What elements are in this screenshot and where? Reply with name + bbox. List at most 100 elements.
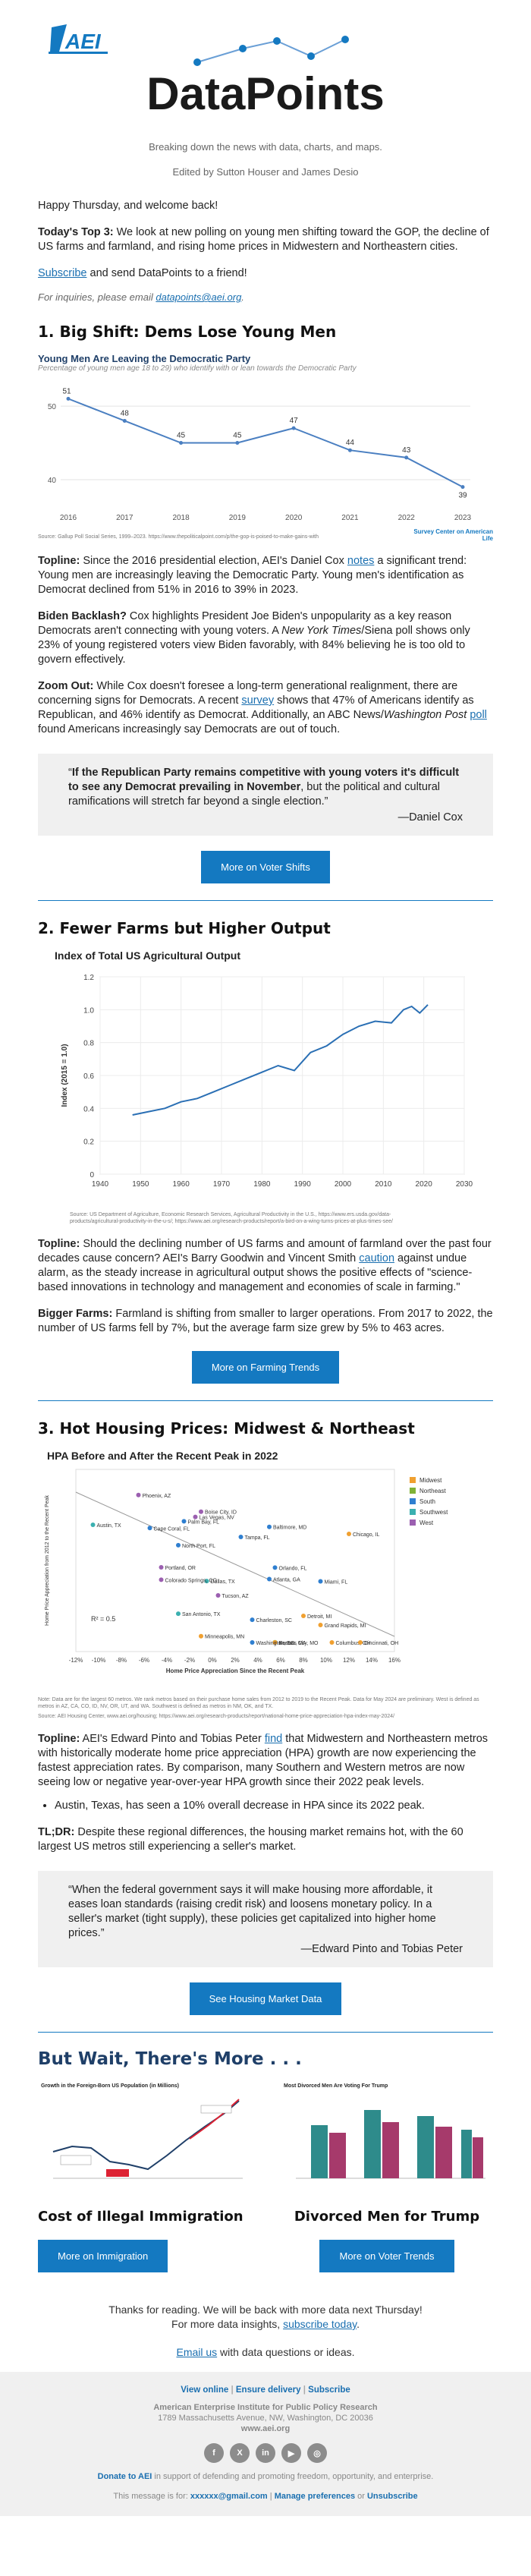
- s1-notes-link[interactable]: notes: [347, 555, 375, 567]
- scatter-point: [199, 1633, 203, 1639]
- recipient-email[interactable]: xxxxxx@gmail.com: [190, 2492, 268, 2501]
- data-label: 48: [121, 409, 130, 417]
- x-tick-label: 2019: [229, 514, 247, 522]
- housing-market-button[interactable]: See Housing Market Data: [189, 1982, 342, 2015]
- or-text: or: [355, 2492, 367, 2501]
- donate-link[interactable]: Donate to AEI: [97, 2472, 152, 2481]
- y-axis-label: Home Price Appreciation from 2012 to the…: [45, 1495, 50, 1626]
- instagram-icon[interactable]: ◎: [307, 2443, 327, 2463]
- s1-zoom-text-a: While Cox doesn't foresee a long-term ge…: [38, 680, 458, 707]
- chart3-note: Note: Data are for the largest 60 metros…: [38, 1697, 479, 1709]
- x-icon[interactable]: X: [230, 2443, 250, 2463]
- chart3-plot: -12% -10% -8% -6% -4% -2% 0% 2% 4% 6% 8% 10% 12% 14% 1…: [45, 1469, 448, 1674]
- s1-zoom-label: Zoom Out:: [38, 680, 94, 692]
- section3-heading: 3. Hot Housing Prices: Midwest & Northea…: [38, 1419, 415, 1438]
- s1-quote-author: —Daniel Cox: [397, 811, 463, 824]
- point-label: Minneapolis, MN: [205, 1635, 244, 1640]
- s3-quote-author: —Edward Pinto and Tobias Peter: [300, 1943, 463, 1955]
- data-label: 45: [233, 432, 242, 440]
- voter-trends-button[interactable]: More on Voter Trends: [319, 2240, 454, 2272]
- data-label: 44: [346, 439, 355, 447]
- x-tick-label: 1950: [132, 1180, 149, 1189]
- point-label: North Port, FL: [182, 1544, 215, 1549]
- series-line: [132, 1004, 429, 1116]
- x-tick-label: 2020: [285, 514, 303, 522]
- scatter-point: [90, 1522, 96, 1527]
- scatter-point: [136, 1492, 141, 1497]
- linkedin-icon[interactable]: in: [256, 2443, 275, 2463]
- x-tick-label: 12%: [343, 1657, 355, 1664]
- legend-swatch: [410, 1488, 416, 1494]
- point-label: Boston, MA: [279, 1641, 307, 1646]
- x-tick-label: 2000: [335, 1180, 352, 1189]
- top3-label: Today's Top 3:: [38, 226, 114, 238]
- scatter-point: [272, 1640, 278, 1645]
- x-tick-label: 10%: [320, 1657, 332, 1664]
- aei-logo[interactable]: AEI: [49, 21, 109, 55]
- scatter-point: [318, 1622, 323, 1627]
- data-point: [404, 455, 409, 460]
- scatter-point: [318, 1579, 323, 1584]
- point-label: Cape Coral, FL: [154, 1526, 190, 1532]
- s3-tldr: TL;DR: Despite these regional difference…: [38, 1825, 493, 1854]
- scatter-point: [159, 1564, 164, 1570]
- subscribe-today-link[interactable]: subscribe today: [283, 2318, 357, 2330]
- s2-caution-link[interactable]: caution: [359, 1252, 395, 1264]
- s1-survey-link[interactable]: survey: [241, 694, 275, 707]
- manage-preferences-link[interactable]: Manage preferences: [274, 2492, 356, 2501]
- ensure-delivery-link[interactable]: Ensure delivery: [235, 2385, 301, 2395]
- x-tick-label: -12%: [69, 1657, 83, 1664]
- point-label: Detroit, MI: [307, 1614, 331, 1620]
- org-name: American Enterprise Institute for Public…: [153, 2403, 378, 2412]
- point-label: Dallas, TX: [211, 1579, 235, 1585]
- youtube-icon[interactable]: ▶: [281, 2443, 301, 2463]
- inquiries-email-link[interactable]: datapoints@aei.org: [156, 291, 242, 303]
- s3-bullets: Austin, Texas, has seen a 10% overall de…: [55, 1799, 493, 1813]
- legend-label: Northeast: [419, 1488, 446, 1494]
- s3-tldr-text: Despite these regional differences, the …: [38, 1826, 463, 1853]
- point-label: Columbus, OH: [336, 1641, 371, 1646]
- footer-address: American Enterprise Institute for Public…: [0, 2402, 531, 2434]
- facebook-icon[interactable]: f: [204, 2443, 224, 2463]
- s3-topline: Topline: AEI's Edward Pinto and Tobias P…: [38, 1732, 493, 1790]
- s1-quote-rest: , but the political and cultural ramific…: [68, 781, 440, 808]
- scatter-point: [176, 1611, 181, 1617]
- section1-heading: 1. Big Shift: Dems Lose Young Men: [38, 323, 337, 341]
- chart3-source: Source: AEI Housing Center, www.aei.org/…: [38, 1714, 395, 1719]
- x-tick-label: 2030: [456, 1180, 473, 1189]
- subscribe-link[interactable]: Subscribe: [38, 267, 87, 279]
- view-online-link[interactable]: View online: [181, 2385, 229, 2395]
- aei-logo-text: AEI: [64, 30, 102, 53]
- s1-poll-link[interactable]: poll: [470, 709, 487, 721]
- divorced-men-chart-thumb[interactable]: Most Divorced Men Are Voting For Trump: [281, 2080, 493, 2193]
- x-axis-label: Home Price Appreciation Since the Recent…: [166, 1667, 305, 1674]
- s2-bigger: Bigger Farms: Farmland is shifting from …: [38, 1307, 493, 1336]
- thanks2-a: For more data insights,: [171, 2318, 284, 2330]
- scatter-point: [301, 1614, 306, 1618]
- immigration-button[interactable]: More on Immigration: [38, 2240, 168, 2272]
- immigration-chart-thumb[interactable]: Growth in the Foreign-Born US Population…: [38, 2080, 250, 2193]
- immigration-heading: Cost of Illegal Immigration: [38, 2209, 244, 2225]
- unsubscribe-link[interactable]: Unsubscribe: [366, 2492, 418, 2501]
- header: AEI DataPoints Breaking down the news wi…: [0, 0, 531, 178]
- email-us-link[interactable]: Email us: [176, 2346, 218, 2358]
- legend-swatch: [410, 1498, 416, 1504]
- farming-trends-button[interactable]: More on Farming Trends: [191, 1351, 340, 1384]
- s3-quote: “When the federal government says it wil…: [38, 1871, 493, 1967]
- scatter-point: [176, 1542, 181, 1548]
- thanks-line: Thanks for reading. We will be back with…: [108, 2304, 423, 2316]
- scatter-point: [347, 1532, 351, 1536]
- footer-subscribe-link[interactable]: Subscribe: [308, 2385, 350, 2395]
- donate-line: Donate to AEI in support of defending an…: [0, 2472, 531, 2481]
- x-tick-label: 1940: [92, 1180, 109, 1189]
- scatter-point: [204, 1579, 209, 1584]
- voter-shifts-button[interactable]: More on Voter Shifts: [201, 851, 330, 883]
- point-label: Austin, TX: [97, 1523, 121, 1529]
- social-icons: f X in ▶ ◎: [0, 2443, 531, 2463]
- top3-text: We look at new polling on young men shif…: [38, 226, 489, 253]
- s3-find-link[interactable]: find: [264, 1733, 283, 1745]
- y-axis-label: Index (2015 = 1.0): [61, 1044, 69, 1107]
- chart1-source: Source: Gallup Poll Social Series, 1999–…: [38, 534, 319, 540]
- x-tick-label: 8%: [299, 1657, 308, 1664]
- data-point: [179, 441, 184, 445]
